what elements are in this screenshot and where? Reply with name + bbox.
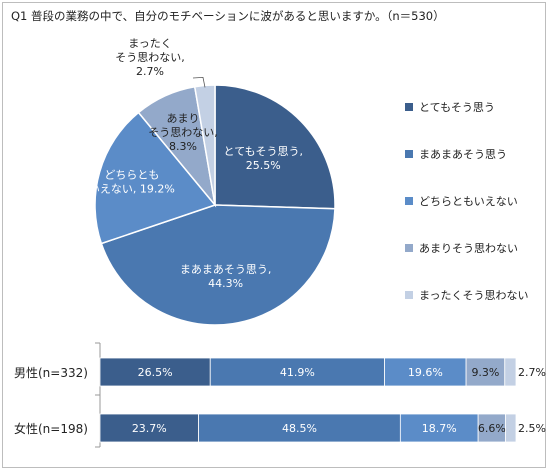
legend-swatch-3 (405, 197, 413, 205)
bar-label-1-5: 2.7% (518, 366, 546, 379)
bar-label-2-5: 2.5% (518, 422, 546, 435)
pie-slice-2 (100, 204, 336, 326)
bar-segment-1-2 (209, 357, 385, 387)
pie-label-2-line-1: まあまあそう思う, (180, 263, 272, 276)
legend-swatch-2 (405, 150, 413, 158)
pie-label-1-line-1: とてもそう思う, (224, 145, 303, 158)
pie-label-5-line-3: 2.7% (136, 65, 164, 78)
pie-label-5-line-1: まったく (128, 37, 172, 50)
bar-label-2-4: 6.6% (478, 422, 506, 435)
bar-label-2-3: 18.7% (422, 422, 457, 435)
pie-label-5-line-2: そう思わない, (115, 51, 185, 64)
pie-label-2-line-2: 44.3% (208, 277, 243, 290)
chart-frame (2, 2, 546, 468)
legend-swatch-1 (405, 103, 413, 111)
pie-slice-3 (94, 111, 217, 245)
bar-label-2-2: 48.5% (282, 422, 317, 435)
bar-category-2: 女性(n=198) (14, 421, 88, 436)
bar-label-1-1: 26.5% (138, 366, 173, 379)
pie-slice-1 (214, 84, 336, 210)
bar-label-1-2: 41.9% (280, 366, 315, 379)
pie-label-4-line-1: あまり (167, 112, 200, 125)
bar-segment-2-2 (198, 413, 401, 443)
legend-label-4: あまりそう思わない (419, 242, 518, 255)
pie-leader-line (192, 76, 206, 88)
pie-label-3-line-2: いえない, 19.2% (89, 182, 175, 195)
bar-label-1-4: 9.3% (471, 366, 499, 379)
legend-label-1: とてもそう思う (419, 101, 495, 114)
bar-label-2-1: 23.7% (132, 422, 167, 435)
legend-label-2: まあまあそう思う (419, 148, 507, 161)
bar-category-1: 男性(n=332) (14, 366, 88, 380)
legend-swatch-4 (405, 244, 413, 252)
bar-segment-2-1 (99, 413, 199, 443)
legend-swatch-5 (405, 291, 413, 299)
bar-segment-2-5 (505, 413, 517, 443)
legend-label-5: まったくそう思わない (419, 289, 529, 302)
bar-segment-2-3 (399, 413, 479, 443)
legend-label-3: どちらともいえない (419, 195, 518, 208)
chart-title: Q1 普段の業務の中で、自分のモチベーションに波があると思いますか。（n＝530… (11, 9, 445, 23)
bar-label-1-3: 19.6% (408, 366, 443, 379)
pie-label-1-line-2: 25.5% (246, 159, 281, 172)
bar-segment-1-5 (504, 357, 517, 387)
pie-label-4-line-2: そう思わない, (148, 126, 218, 139)
pie-label-3-line-1: どちらとも (104, 168, 159, 181)
pie-label-4-line-3: 8.3% (169, 140, 197, 153)
